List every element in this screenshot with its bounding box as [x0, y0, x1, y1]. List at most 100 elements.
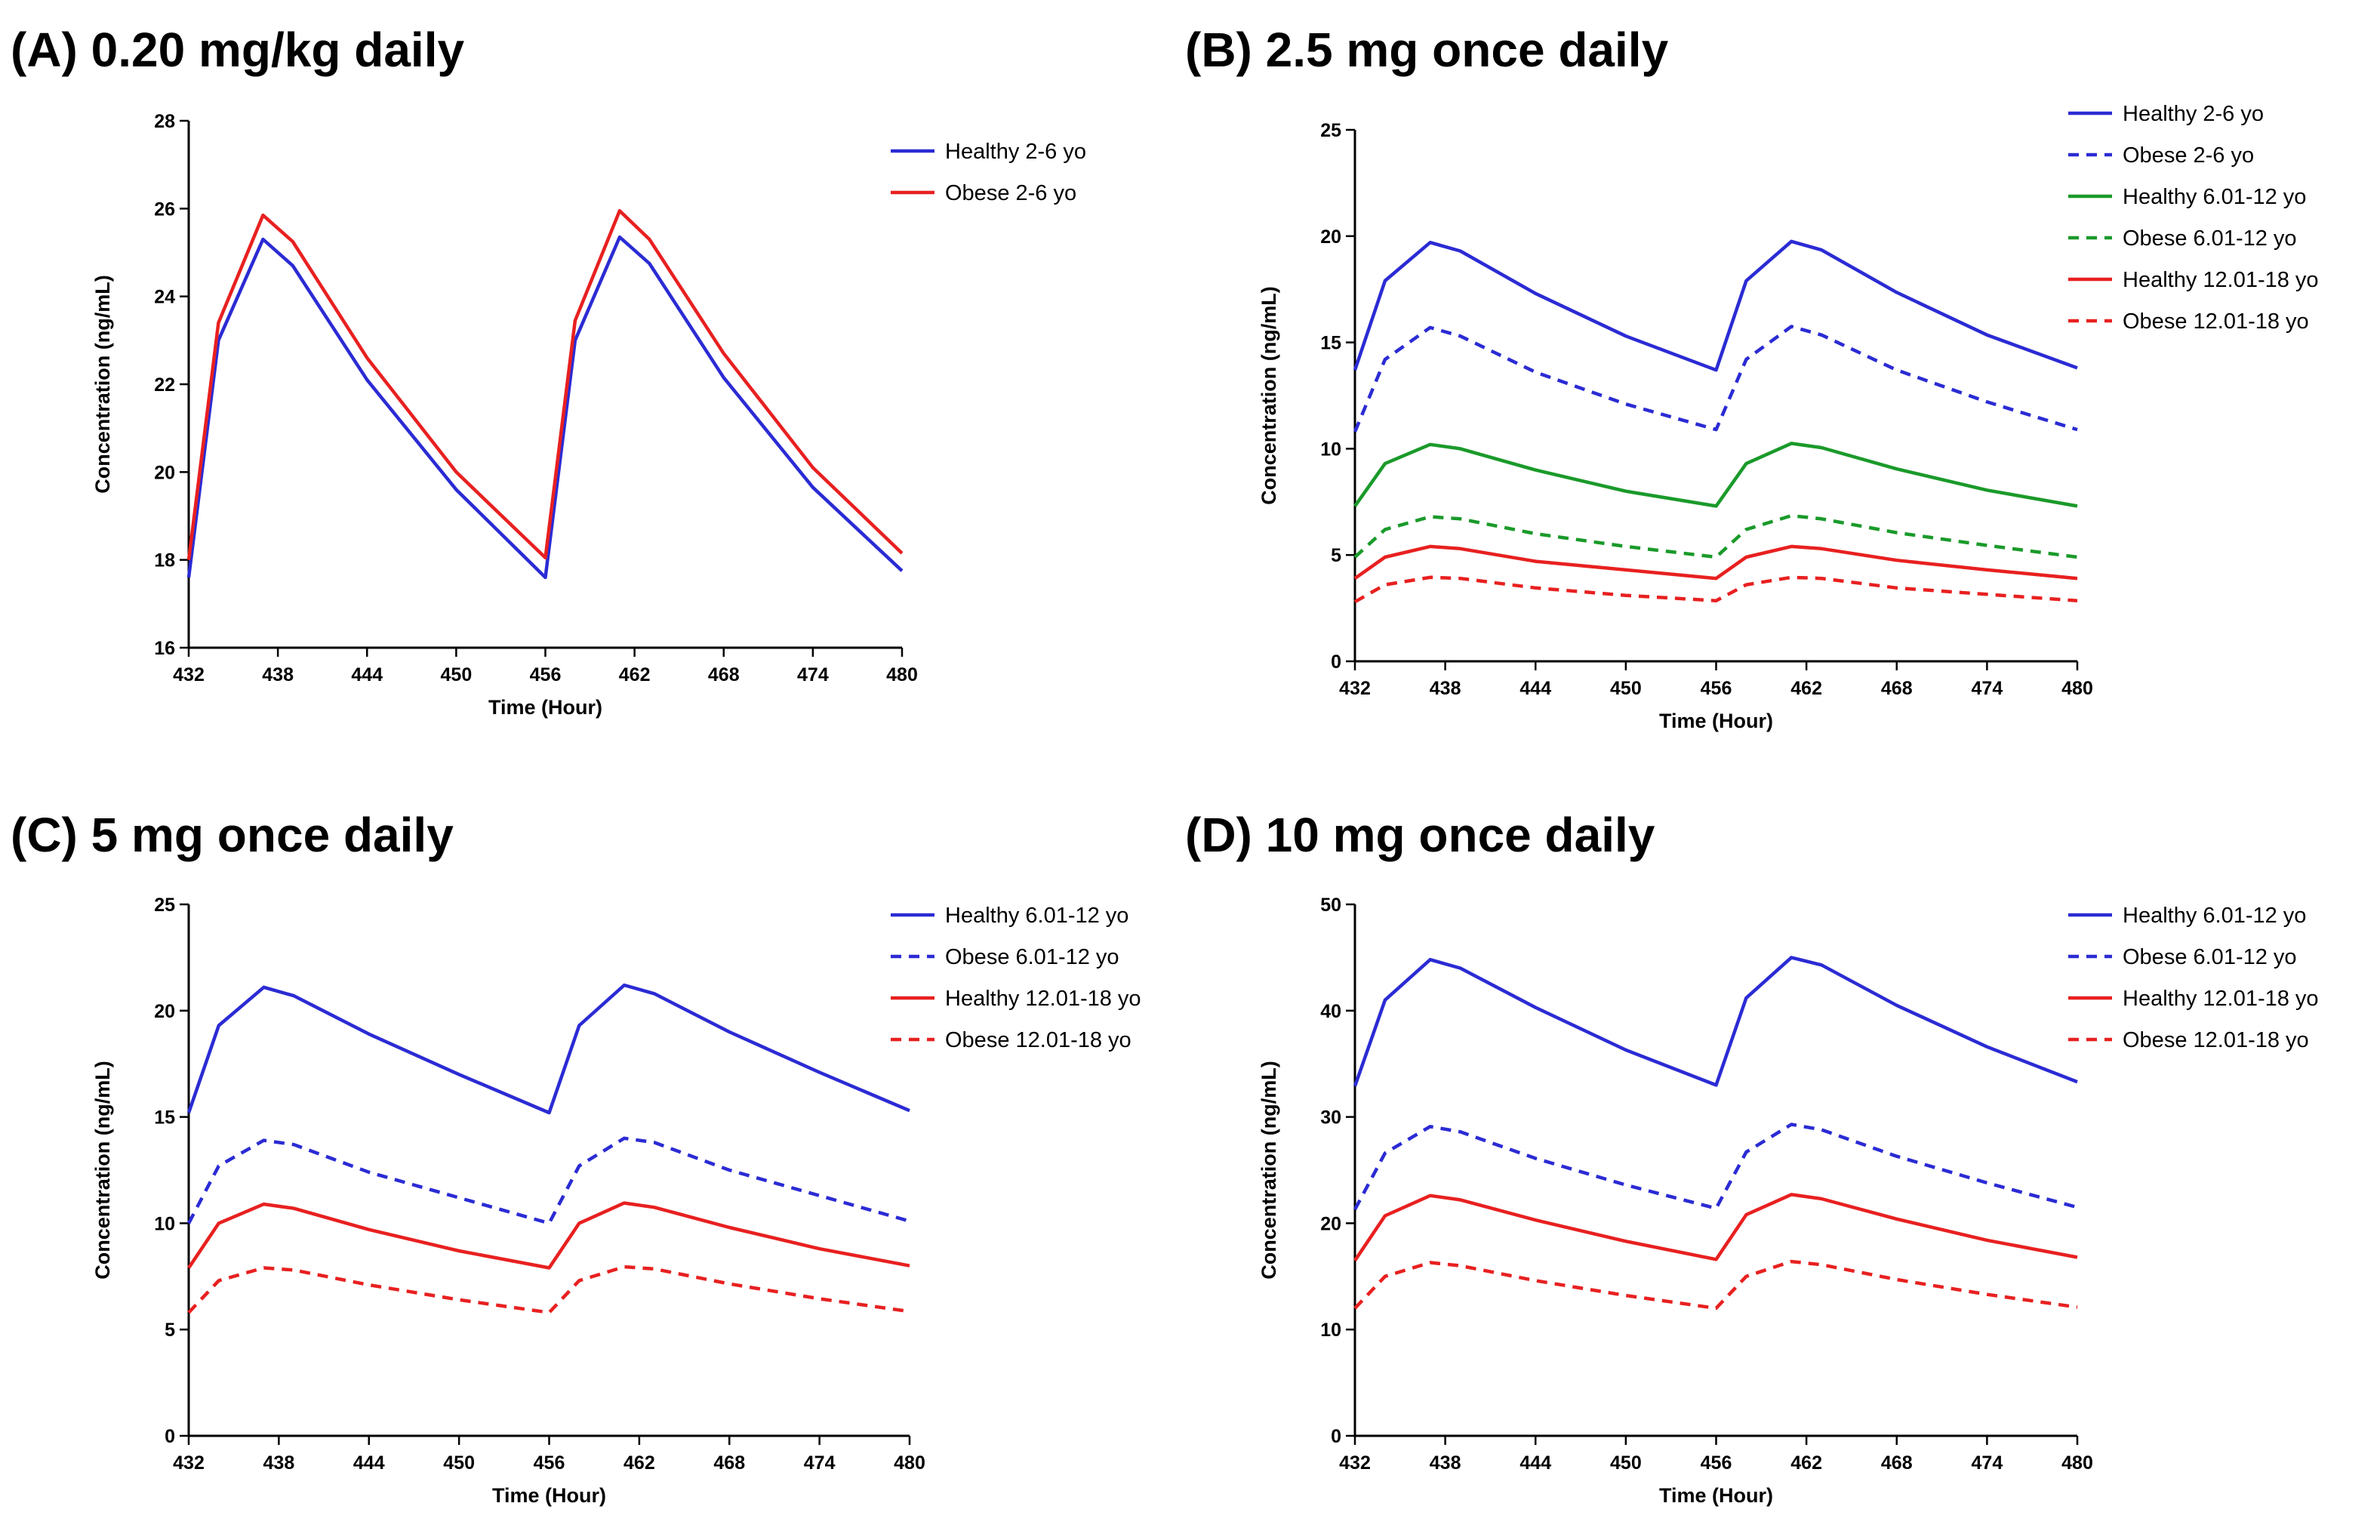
legend-label: Healthy 12.01-18 yo	[945, 987, 1141, 1011]
x-tick-label: 468	[713, 1452, 745, 1474]
x-tick-label: 480	[2061, 1452, 2093, 1474]
panel-title: (A) 0.20 mg/kg daily	[11, 23, 464, 77]
legend-label: Healthy 6.01-12 yo	[945, 904, 1128, 928]
y-tick-label: 10	[1320, 439, 1341, 460]
series-line-3	[1353, 1193, 2078, 1261]
y-tick-label: 20	[1320, 226, 1341, 248]
x-tick-label: 456	[534, 1452, 565, 1474]
x-tick-label: 474	[1972, 678, 2003, 699]
series-line-1	[186, 235, 904, 580]
y-tick-label: 5	[165, 1320, 175, 1341]
legend-label: Obese 6.01-12 yo	[2123, 226, 2297, 251]
panel-title: (C) 5 mg once daily	[11, 808, 454, 862]
legend-label: Obese 2-6 yo	[945, 181, 1076, 205]
series-line-3	[187, 1201, 910, 1270]
x-tick-label: 432	[1339, 1452, 1371, 1474]
x-tick-label: 432	[173, 664, 205, 685]
y-tick-label: 0	[1331, 651, 1341, 673]
y-tick-label: 25	[154, 895, 175, 916]
x-tick-label: 438	[263, 1452, 295, 1474]
x-tick-label: 480	[2061, 678, 2093, 699]
legend-label: Obese 2-6 yo	[2123, 143, 2254, 168]
x-axis-label: Time (Hour)	[1659, 710, 1773, 732]
y-tick-label: 20	[154, 1001, 175, 1022]
x-tick-label: 468	[1881, 678, 1913, 699]
series-line-1	[1353, 956, 2078, 1087]
y-tick-label: 16	[154, 638, 175, 659]
legend: Healthy 6.01-12 yo Obese 6.01-12 yo Health…	[891, 904, 1141, 1052]
x-tick-label: 480	[894, 1452, 925, 1474]
series-line-5	[1353, 544, 2078, 581]
legend-label: Healthy 12.01-18 yo	[2123, 987, 2319, 1011]
legend-label: Obese 12.01-18 yo	[2123, 1028, 2309, 1052]
series-line-1	[186, 983, 910, 1115]
chart-panel-4: (D) 10 mg once daily 0 10 20 30 40 50 432 438 444…	[1185, 808, 2319, 1507]
x-tick-label: 438	[262, 664, 294, 685]
x-tick-label: 444	[353, 1452, 385, 1474]
series-line-1	[1353, 239, 2078, 372]
legend-label: Obese 6.01-12 yo	[2123, 945, 2297, 969]
series-line-2	[1353, 325, 2078, 433]
series-line-2	[186, 208, 904, 560]
y-axis-label: Concentration (ng/mL)	[1258, 286, 1280, 504]
x-tick-label: 432	[1339, 678, 1371, 699]
y-tick-label: 24	[154, 287, 175, 308]
series-line-6	[1353, 575, 2078, 604]
y-tick-label: 0	[165, 1426, 175, 1447]
legend: Healthy 2-6 yo Obese 2-6 yo Healthy 6.01-1…	[2068, 102, 2319, 334]
chart-panel-1: (A) 0.20 mg/kg daily 16 18 20 22 24 26 28 432 438…	[11, 23, 1086, 719]
y-axis-label: Concentration (ng/mL)	[91, 275, 114, 493]
y-tick-label: 22	[154, 374, 175, 396]
legend-label: Healthy 12.01-18 yo	[2123, 268, 2319, 292]
x-tick-label: 474	[797, 664, 829, 685]
x-tick-label: 450	[1610, 1452, 1642, 1474]
x-tick-label: 462	[1790, 678, 1822, 699]
y-tick-label: 30	[1320, 1107, 1341, 1129]
x-tick-label: 468	[708, 664, 740, 685]
y-tick-label: 10	[154, 1213, 175, 1234]
x-tick-label: 462	[619, 664, 651, 685]
x-tick-label: 444	[351, 664, 383, 685]
legend-label: Obese 12.01-18 yo	[2123, 310, 2309, 334]
y-tick-label: 20	[1320, 1213, 1341, 1234]
legend: Healthy 2-6 yo Obese 2-6 yo	[891, 140, 1086, 205]
legend-label: Healthy 2-6 yo	[2123, 102, 2264, 126]
y-tick-label: 50	[1320, 895, 1341, 916]
x-tick-label: 432	[173, 1452, 205, 1474]
y-tick-label: 25	[1320, 120, 1341, 141]
y-tick-label: 40	[1320, 1001, 1341, 1022]
legend-label: Healthy 2-6 yo	[945, 140, 1086, 164]
y-axis-label: Concentration (ng/mL)	[91, 1061, 114, 1279]
panel-title: (D) 10 mg once daily	[1185, 808, 1655, 862]
series-line-4	[1353, 1259, 2078, 1311]
x-tick-label: 438	[1430, 1452, 1461, 1474]
chart-panel-3: (C) 5 mg once daily 0 5 10 15 20 25 432 438 444 45…	[11, 808, 1141, 1507]
x-tick-label: 450	[441, 664, 473, 685]
x-tick-label: 456	[1701, 1452, 1732, 1474]
y-tick-label: 0	[1331, 1426, 1341, 1447]
x-tick-label: 480	[886, 664, 918, 685]
x-tick-label: 438	[1430, 678, 1461, 699]
y-axis-label: Concentration (ng/mL)	[1258, 1061, 1280, 1279]
legend-label: Healthy 6.01-12 yo	[2123, 185, 2306, 209]
series-line-2	[187, 1136, 910, 1225]
legend-label: Obese 6.01-12 yo	[945, 945, 1119, 969]
y-tick-label: 5	[1331, 545, 1341, 566]
x-tick-label: 444	[1519, 1452, 1551, 1474]
y-tick-label: 26	[154, 199, 175, 220]
legend-label: Obese 12.01-18 yo	[945, 1028, 1132, 1052]
x-tick-label: 444	[1519, 678, 1551, 699]
y-tick-label: 18	[154, 550, 175, 571]
y-tick-label: 10	[1320, 1320, 1341, 1341]
legend: Healthy 6.01-12 yo Obese 6.01-12 yo Health…	[2068, 904, 2319, 1052]
y-tick-label: 15	[154, 1107, 175, 1129]
x-tick-label: 468	[1881, 1452, 1913, 1474]
series-line-3	[1353, 442, 2078, 508]
y-tick-label: 15	[1320, 333, 1341, 354]
x-axis-label: Time (Hour)	[492, 1484, 606, 1507]
x-tick-label: 450	[443, 1452, 475, 1474]
x-axis-label: Time (Hour)	[488, 696, 602, 719]
x-tick-label: 462	[623, 1452, 655, 1474]
series-line-4	[1353, 513, 2078, 559]
